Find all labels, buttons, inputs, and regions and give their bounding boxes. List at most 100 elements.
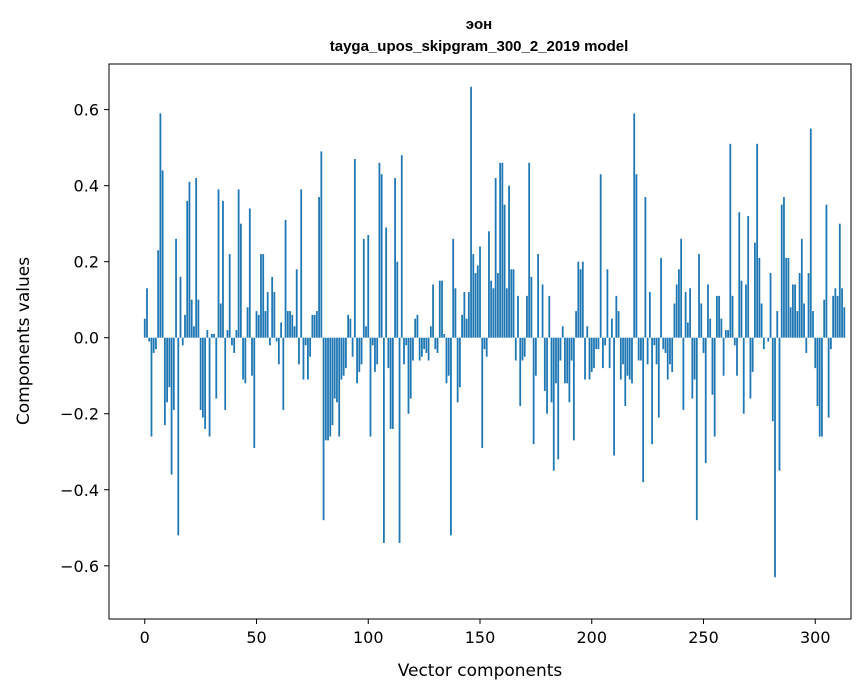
bar-64 <box>286 311 289 338</box>
bar-276 <box>760 303 763 338</box>
bar-187 <box>561 326 564 338</box>
bar-207 <box>606 269 609 338</box>
bar-176 <box>537 254 539 338</box>
bar-14 <box>175 238 177 338</box>
bar-38 <box>228 254 231 338</box>
bar-79 <box>320 151 323 338</box>
bar-107 <box>383 337 385 543</box>
bar-72 <box>304 337 307 346</box>
bar-273 <box>754 242 756 338</box>
bar-36 <box>224 337 227 410</box>
bar-111 <box>391 337 394 429</box>
bar-232 <box>662 337 665 350</box>
bar-213 <box>619 337 622 380</box>
bar-137 <box>450 337 452 536</box>
bar-147 <box>472 254 475 338</box>
bar-47 <box>248 208 251 338</box>
bar-191 <box>570 337 573 361</box>
bar-272 <box>751 337 754 372</box>
bar-57 <box>271 276 274 338</box>
bar-126 <box>425 337 428 353</box>
bar-1 <box>146 288 148 338</box>
bar-55 <box>266 292 269 338</box>
bar-275 <box>758 257 761 338</box>
bar-67 <box>293 326 296 338</box>
x-tick-label-250: 250 <box>688 628 719 647</box>
bar-188 <box>564 337 566 384</box>
bar-257 <box>718 295 721 338</box>
bar-109 <box>387 337 390 369</box>
bar-264 <box>733 337 736 346</box>
bar-168 <box>519 337 522 407</box>
bar-193 <box>575 311 577 338</box>
bar-170 <box>523 337 526 357</box>
bar-306 <box>827 337 830 418</box>
bar-133 <box>441 280 443 338</box>
bar-101 <box>369 337 372 437</box>
bar-39 <box>231 337 233 346</box>
bar-228 <box>653 337 656 346</box>
bar-158 <box>496 273 499 338</box>
bar-311 <box>838 223 841 338</box>
bar-23 <box>195 178 198 338</box>
bar-150 <box>479 246 481 338</box>
bar-83 <box>329 337 332 437</box>
y-tick-label-3: 0.0 <box>74 329 99 348</box>
bar-65 <box>289 311 291 338</box>
bar-88 <box>340 337 343 380</box>
bar-45 <box>244 337 247 384</box>
bar-82 <box>327 337 329 441</box>
bar-231 <box>660 257 662 338</box>
bar-52 <box>260 254 262 338</box>
bar-161 <box>503 204 506 338</box>
bar-71 <box>302 337 305 380</box>
bar-240 <box>680 238 683 338</box>
bar-144 <box>465 318 468 338</box>
bar-148 <box>474 273 477 338</box>
bar-151 <box>481 337 484 448</box>
bar-308 <box>832 295 835 338</box>
bar-173 <box>530 276 533 338</box>
bar-288 <box>787 257 790 338</box>
bar-224 <box>644 197 647 338</box>
bar-233 <box>664 337 667 353</box>
x-tick-label-0: 0 <box>140 628 150 647</box>
bar-167 <box>517 295 519 338</box>
bar-208 <box>608 337 611 369</box>
bar-128 <box>429 326 432 338</box>
bar-125 <box>423 337 426 350</box>
bar-279 <box>767 337 770 342</box>
bar-309 <box>834 288 837 338</box>
y-tick-label-2: −0.2 <box>60 405 99 424</box>
bar-106 <box>380 174 383 338</box>
bar-265 <box>736 337 738 376</box>
bar-13 <box>172 337 175 410</box>
bar-274 <box>756 143 759 338</box>
bar-11 <box>168 337 171 388</box>
bar-141 <box>458 337 461 388</box>
bar-197 <box>584 337 586 380</box>
bar-4 <box>152 337 155 353</box>
bar-221 <box>637 337 640 361</box>
bar-160 <box>501 162 504 338</box>
bar-267 <box>740 280 743 338</box>
bar-270 <box>747 216 750 338</box>
bar-181 <box>548 295 551 338</box>
bar-241 <box>682 337 685 410</box>
bar-239 <box>678 269 680 338</box>
bar-78 <box>318 197 320 338</box>
bar-50 <box>255 311 258 338</box>
bar-104 <box>376 337 379 365</box>
bar-205 <box>602 337 604 369</box>
bar-219 <box>633 113 636 338</box>
bars-group <box>143 86 846 578</box>
x-tick-label-100: 100 <box>353 628 384 647</box>
bar-210 <box>613 337 615 456</box>
bar-7 <box>159 113 162 338</box>
bar-40 <box>233 337 236 353</box>
bar-169 <box>521 337 524 361</box>
bar-15 <box>177 337 180 536</box>
bar-66 <box>291 314 294 338</box>
bar-162 <box>505 288 508 338</box>
bar-204 <box>599 174 602 338</box>
